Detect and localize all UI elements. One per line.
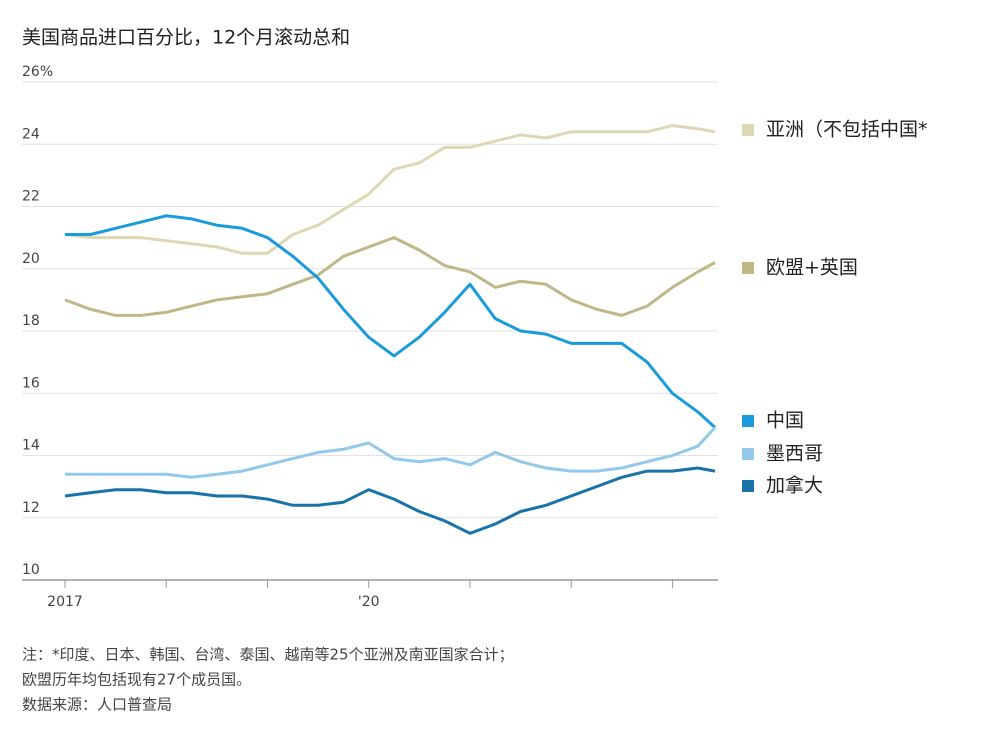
y-tick-label: 24 — [22, 126, 40, 142]
x-tick-label: '20 — [358, 594, 380, 610]
footnote: 数据来源：人口普查局 — [22, 696, 172, 714]
y-tick-label: 12 — [22, 500, 40, 516]
y-tick-label: 16 — [22, 375, 40, 391]
footnote: 欧盟历年均包括现有27个成员国。 — [22, 671, 251, 689]
legend-label: 墨西哥 — [766, 443, 823, 465]
series-line — [65, 426, 717, 479]
y-tick-label: 20 — [22, 251, 40, 267]
series-line — [64, 124, 716, 255]
legend-label: 中国 — [766, 410, 804, 432]
chart-title: 美国商品进口百分比，12个月滚动总和 — [22, 27, 350, 49]
legend-label: 加拿大 — [766, 474, 823, 497]
legend-swatch — [742, 448, 754, 460]
footnote: 注：*印度、日本、韩国、台湾、泰国、越南等25个亚洲及南亚国家合计； — [22, 646, 514, 664]
legend-swatch — [742, 124, 754, 136]
legend-label: 亚洲（不包括中国* — [766, 119, 928, 141]
y-tick-label: 18 — [22, 313, 40, 329]
legend-swatch — [742, 262, 754, 274]
legend-label: 欧盟+英国 — [766, 257, 858, 279]
legend-swatch — [742, 480, 754, 492]
y-tick-label: 10 — [22, 562, 40, 578]
y-tick-label: 22 — [22, 189, 40, 205]
x-tick-label: 2017 — [47, 594, 83, 610]
legend-swatch — [742, 415, 754, 427]
series-line — [65, 214, 717, 429]
y-tick-label: 14 — [22, 438, 40, 454]
series-line — [64, 466, 716, 535]
y-tick-label: 26% — [22, 64, 53, 80]
series-line — [64, 236, 716, 317]
